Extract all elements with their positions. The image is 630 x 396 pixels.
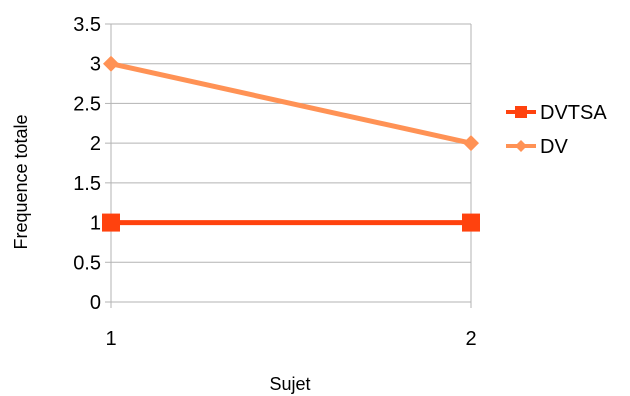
- y-tick-label: 1.5: [73, 173, 101, 195]
- data-point-dvtsa: [102, 213, 120, 232]
- legend-label: DV: [540, 136, 568, 158]
- data-point-dv: [103, 55, 119, 72]
- axes: [105, 23, 472, 308]
- x-tick-label: 1: [105, 328, 116, 350]
- y-axis-title: Frequence totale: [11, 114, 31, 249]
- y-tick-label: 2.5: [73, 93, 101, 115]
- series-line-dv: [108, 61, 474, 146]
- series-lines: [102, 55, 480, 232]
- data-point-dvtsa: [462, 213, 480, 232]
- legend-marker-dvtsa: [515, 106, 527, 118]
- x-axis-title: Sujet: [269, 374, 310, 394]
- y-tick-label: 0: [90, 292, 101, 314]
- tick-labels: 0 0.5 1 1.5 2 2.5 3 3.5 1 2: [73, 14, 476, 350]
- y-tick-label: 3.5: [73, 14, 101, 36]
- legend: DVTSA DV: [506, 102, 607, 158]
- y-tick-label: 2: [90, 133, 101, 155]
- legend-marker-dv: [515, 140, 527, 152]
- gridlines: [111, 23, 471, 303]
- y-tick-label: 3: [90, 54, 101, 76]
- y-tick-label: 0.5: [73, 252, 101, 274]
- legend-label: DVTSA: [540, 102, 607, 124]
- y-tick-label: 1: [90, 213, 101, 235]
- x-tick-label: 2: [465, 328, 476, 350]
- data-point-dv: [463, 135, 479, 152]
